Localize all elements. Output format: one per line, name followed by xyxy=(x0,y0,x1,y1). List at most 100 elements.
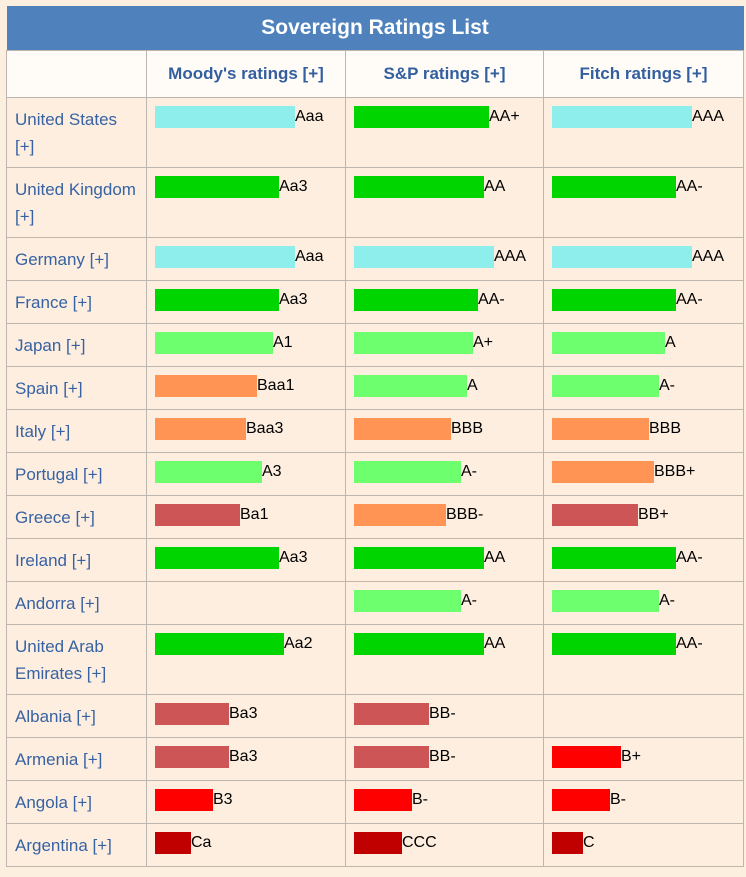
country-link[interactable]: Greece [+] xyxy=(6,495,147,539)
sp-cell: A- xyxy=(345,452,544,496)
rating-label: A- xyxy=(461,463,477,480)
header-sp[interactable]: S&P ratings [+] xyxy=(345,50,544,98)
moodys-cell: Ba3 xyxy=(146,694,346,738)
rating-label: BBB+ xyxy=(654,463,696,480)
country-link[interactable]: Italy [+] xyxy=(6,409,147,453)
fitch-rating: BBB+ xyxy=(552,461,735,483)
rating-bar xyxy=(552,289,676,311)
rating-bar xyxy=(354,633,484,655)
moodys-cell: Ca xyxy=(146,823,346,867)
sp-cell: AA xyxy=(345,624,544,695)
fitch-cell: AAA xyxy=(542,237,745,281)
rating-label: AA- xyxy=(676,549,703,566)
fitch-rating: BBB xyxy=(552,418,735,440)
rating-label: A3 xyxy=(262,463,282,480)
rating-bar xyxy=(354,106,489,128)
rating-bar xyxy=(552,789,610,811)
rating-bar xyxy=(354,289,478,311)
country-link[interactable]: United Arab Emirates [+] xyxy=(6,624,147,695)
rating-label: A- xyxy=(659,592,675,609)
sp-cell: BB- xyxy=(345,694,544,738)
rating-label: AA+ xyxy=(489,108,520,125)
country-link[interactable]: United States [+] xyxy=(6,97,147,168)
rating-bar xyxy=(354,547,484,569)
rating-bar xyxy=(552,375,659,397)
country-link[interactable]: Spain [+] xyxy=(6,366,147,410)
country-link[interactable]: Portugal [+] xyxy=(6,452,147,496)
rating-label: CCC xyxy=(402,834,437,851)
fitch-cell: B- xyxy=(542,780,745,824)
country-link[interactable]: Germany [+] xyxy=(6,237,147,281)
fitch-rating: B- xyxy=(552,789,735,811)
rating-label: AA- xyxy=(478,291,505,308)
sp-rating: AA xyxy=(354,633,535,655)
rating-label: A1 xyxy=(273,334,293,351)
rating-label: AA xyxy=(484,178,506,195)
rating-label: Aaa xyxy=(295,108,324,125)
fitch-cell: C xyxy=(542,823,745,867)
country-link[interactable]: Andorra [+] xyxy=(6,581,147,625)
rating-bar xyxy=(155,746,229,768)
moodys-rating: Aa2 xyxy=(155,633,337,655)
country-link[interactable]: France [+] xyxy=(6,280,147,324)
sp-rating: BBB- xyxy=(354,504,535,526)
country-link[interactable]: Ireland [+] xyxy=(6,538,147,582)
fitch-cell: AA- xyxy=(542,167,745,238)
rating-bar xyxy=(354,590,461,612)
rating-label: AAA xyxy=(692,248,725,265)
fitch-cell: BB+ xyxy=(542,495,745,539)
rating-label: AA xyxy=(484,549,506,566)
rating-label: Ba3 xyxy=(229,705,258,722)
sp-rating: A- xyxy=(354,590,535,612)
sp-cell: B- xyxy=(345,780,544,824)
rating-label: A- xyxy=(659,377,675,394)
rating-label: Aaa xyxy=(295,248,324,265)
sp-rating: AAA xyxy=(354,246,535,268)
rating-bar xyxy=(155,418,246,440)
moodys-cell: A3 xyxy=(146,452,346,496)
moodys-cell: Baa3 xyxy=(146,409,346,453)
moodys-rating: B3 xyxy=(155,789,337,811)
moodys-cell: Aaa xyxy=(146,97,346,168)
rating-bar xyxy=(155,547,279,569)
rating-label: BBB xyxy=(451,420,484,437)
rating-bar xyxy=(155,106,295,128)
rating-bar xyxy=(552,633,676,655)
country-link[interactable]: Argentina [+] xyxy=(6,823,147,867)
table-row: Germany [+] Aaa AAA AAA xyxy=(6,237,745,281)
rating-bar xyxy=(354,461,461,483)
fitch-rating: A xyxy=(552,332,735,354)
rating-label: BB- xyxy=(429,705,456,722)
rating-bar xyxy=(552,418,649,440)
rating-bar xyxy=(155,789,213,811)
moodys-rating: Aa3 xyxy=(155,176,337,198)
rating-label: AA- xyxy=(676,291,703,308)
sp-cell: A+ xyxy=(345,323,544,367)
moodys-cell: B3 xyxy=(146,780,346,824)
country-link[interactable]: Albania [+] xyxy=(6,694,147,738)
sp-cell: AA xyxy=(345,167,544,238)
table-row: Andorra [+] A- A- xyxy=(6,581,745,625)
rating-label: A xyxy=(467,377,478,394)
rating-label: BB- xyxy=(429,748,456,765)
moodys-rating: Aaa xyxy=(155,106,337,128)
fitch-rating: AA- xyxy=(552,176,735,198)
table-row: Ireland [+] Aa3 AA AA- xyxy=(6,538,745,582)
table-title: Sovereign Ratings List xyxy=(6,6,744,51)
country-link[interactable]: Japan [+] xyxy=(6,323,147,367)
header-fitch[interactable]: Fitch ratings [+] xyxy=(542,50,745,98)
rating-bar xyxy=(552,746,621,768)
rating-bar xyxy=(552,547,676,569)
rating-label: Baa3 xyxy=(246,420,284,437)
sp-cell: A- xyxy=(345,581,544,625)
moodys-rating: Ba3 xyxy=(155,746,337,768)
rating-bar xyxy=(552,590,659,612)
country-link[interactable]: United Kingdom [+] xyxy=(6,167,147,238)
table-row: United Kingdom [+] Aa3 AA AA- xyxy=(6,167,745,238)
sp-cell: BBB xyxy=(345,409,544,453)
country-link[interactable]: Angola [+] xyxy=(6,780,147,824)
rating-bar xyxy=(155,176,279,198)
country-link[interactable]: Armenia [+] xyxy=(6,737,147,781)
sp-cell: AA- xyxy=(345,280,544,324)
header-moodys[interactable]: Moody's ratings [+] xyxy=(146,50,346,98)
